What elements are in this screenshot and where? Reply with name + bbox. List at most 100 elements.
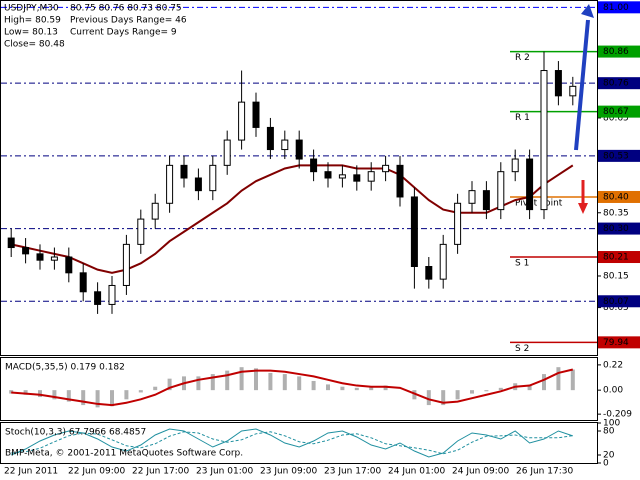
level-tag-label: 80.21: [603, 253, 629, 263]
candle-body: [94, 291, 102, 305]
macd-title: MACD(5,35,5) 0.179 0.182: [5, 363, 125, 373]
y-tick-label: 0.22: [603, 360, 623, 370]
macd-bar: [282, 374, 287, 391]
info-line: Low= 80.13: [4, 28, 58, 38]
level-tag-label: 80.40: [603, 192, 629, 202]
level-name: R 1: [515, 113, 530, 123]
y-tick-label: 80.65: [603, 113, 629, 123]
x-tick-label: 24 Jun 09:00: [452, 467, 509, 477]
macd-bar: [542, 374, 546, 391]
macd-bar: [9, 390, 14, 394]
stoch-title: Stoch(10,3,3) 67.7966 68.4857: [5, 428, 146, 438]
level-tag-label: 80.53: [603, 151, 629, 161]
stoch-line: [11, 428, 573, 458]
macd-bar: [52, 390, 57, 400]
level-tag: [598, 190, 640, 203]
macd-bar: [441, 390, 446, 406]
range-line: Current Days Range= 9: [70, 28, 177, 38]
candle-body: [122, 243, 130, 286]
candle-body: [439, 243, 447, 280]
candle-body: [353, 174, 361, 182]
macd-bar: [527, 385, 532, 391]
x-tick-label: 23 Jun 09:00: [260, 467, 317, 477]
candle-body: [382, 164, 390, 173]
macd-bar: [95, 390, 100, 408]
level-tag-label: 80.07: [603, 297, 629, 307]
level-tag: [598, 222, 640, 235]
macd-bar: [167, 378, 172, 391]
symbol: USDJPY,M30: [4, 4, 59, 14]
candle-body: [36, 253, 44, 261]
y-tick-label: 0.00: [603, 386, 623, 396]
candle-body: [295, 139, 303, 160]
macd-bar: [354, 387, 359, 391]
macd-bar: [498, 387, 503, 391]
macd-panel-frame: [0, 357, 598, 421]
candle-body: [238, 101, 246, 141]
macd-bar: [81, 390, 86, 406]
macd-bar: [210, 374, 215, 391]
candle-body: [50, 256, 58, 261]
candle-body: [310, 158, 318, 173]
macd-bar: [470, 390, 474, 394]
macd-bar: [254, 368, 258, 391]
y-tick-label: 80.35: [603, 208, 629, 218]
main-panel-frame: [0, 0, 598, 356]
candle-body: [108, 284, 116, 305]
macd-bar: [311, 380, 316, 391]
x-tick-label: 22 Jun 17:00: [132, 467, 189, 477]
macd-bar: [225, 370, 230, 391]
candle-body: [540, 70, 548, 211]
candle-body: [266, 126, 274, 151]
up-arrow-head: [581, 4, 594, 18]
candle-body: [396, 164, 404, 198]
candle-body: [324, 171, 332, 179]
y-tick-label: 0: [603, 459, 609, 469]
level-tag-label: 80.67: [603, 107, 629, 117]
macd-bar: [38, 390, 42, 398]
candle-body: [22, 247, 30, 255]
macd-bar: [326, 384, 330, 391]
candle-body: [468, 190, 476, 204]
level-name: S 2: [515, 344, 529, 354]
level-name: S 1: [515, 259, 529, 269]
x-tick-label: 22 Jun 2011: [4, 467, 58, 477]
candle-body: [482, 190, 490, 211]
x-tick-label: 22 Jun 09:00: [68, 467, 125, 477]
macd-bar: [153, 386, 158, 391]
copyright: BMP-Meta, © 2001-2011 MetaQuotes Softwar…: [5, 449, 243, 459]
candle-body: [194, 177, 202, 192]
macd-bar: [570, 369, 575, 391]
moving-average: [10, 164, 574, 274]
macd-bar: [383, 385, 388, 391]
y-tick-label: 80.05: [603, 303, 629, 313]
macd-bar: [340, 386, 345, 391]
macd-signal: [11, 368, 574, 407]
macd-bar: [23, 390, 28, 395]
candle-body: [209, 164, 217, 192]
candle-body: [569, 85, 577, 97]
stoch-line: [11, 431, 573, 455]
y-tick-label: 100: [603, 419, 620, 429]
x-tick-label: 24 Jun 01:00: [388, 467, 445, 477]
candle-body: [410, 196, 418, 267]
macd-bar: [138, 390, 143, 393]
level-tag: [598, 149, 640, 162]
macd-bar: [426, 390, 431, 406]
macd-bar: [556, 367, 561, 391]
macd-bar: [110, 390, 114, 407]
level-tag-label: 80.86: [603, 47, 629, 57]
candle-body: [166, 164, 174, 204]
candle-body: [554, 70, 562, 97]
candle-body: [281, 139, 289, 151]
stoch-panel-frame: [0, 422, 598, 464]
candle-body: [526, 158, 534, 211]
macd-bar: [455, 390, 460, 400]
candle-body: [137, 218, 145, 245]
candle-body: [425, 266, 433, 280]
macd-bar: [268, 372, 273, 391]
level-tag: [598, 336, 640, 349]
